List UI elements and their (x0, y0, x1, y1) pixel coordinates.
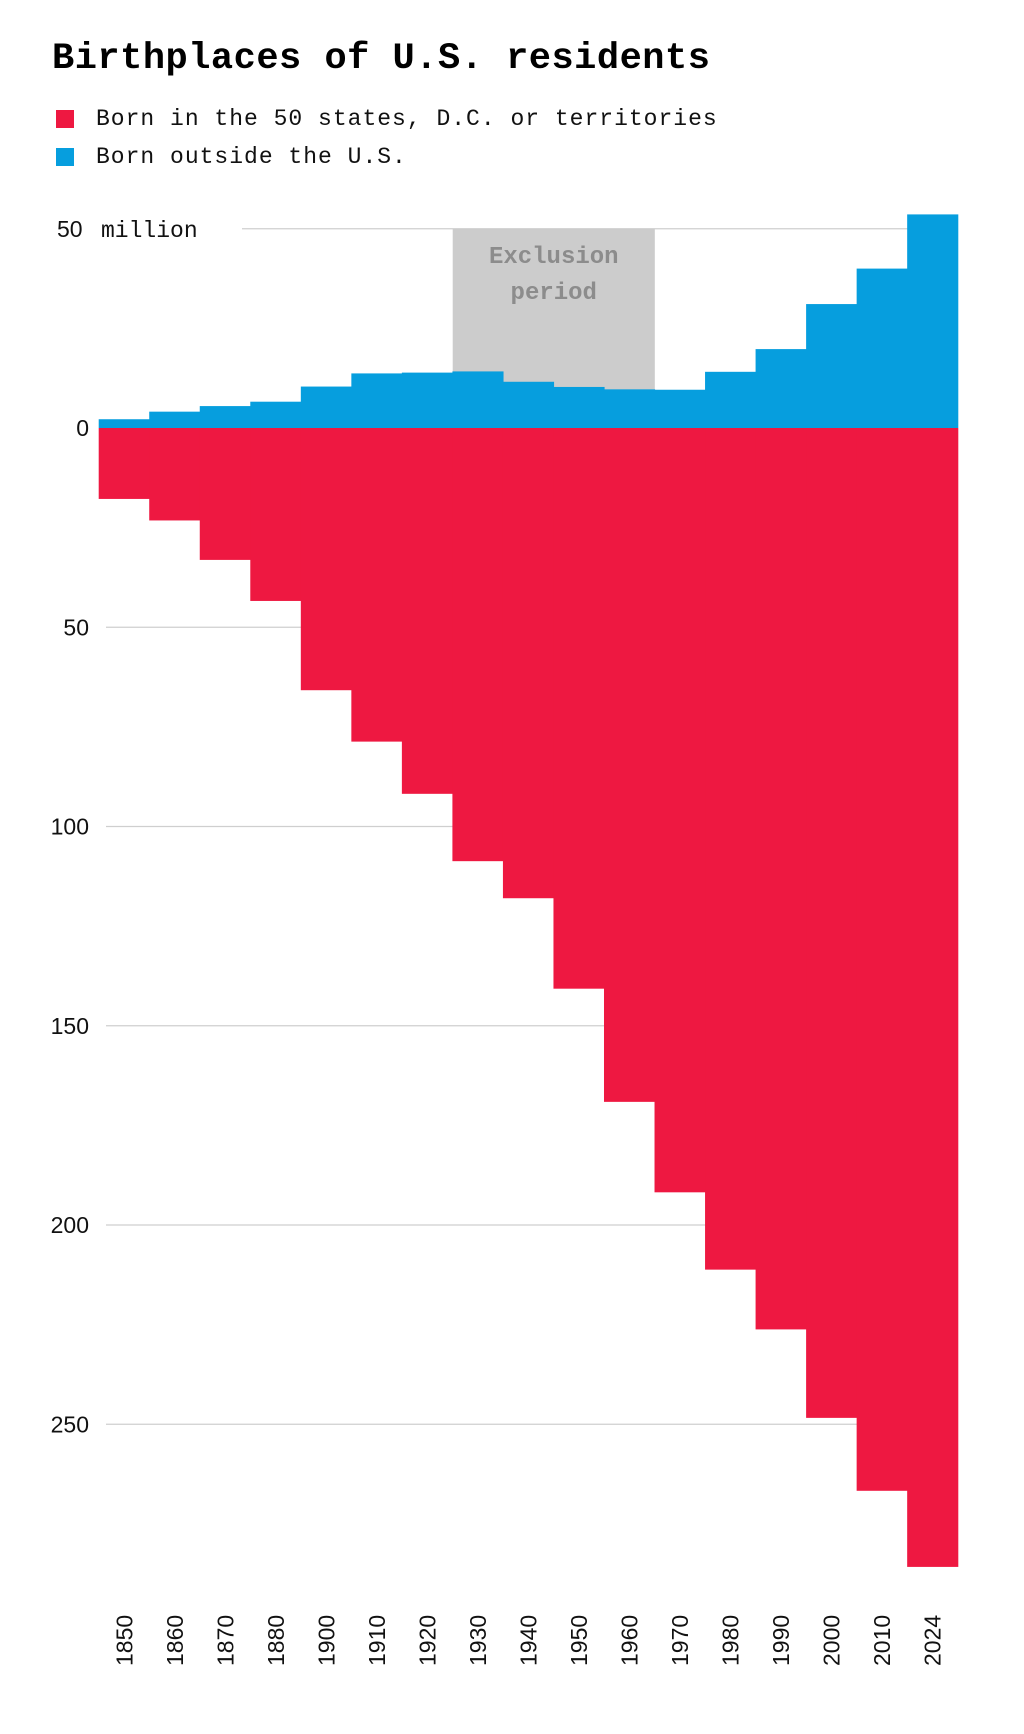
bar-foreign (603, 389, 656, 428)
legend-item-native: Born in the 50 states, D.C. or territori… (56, 106, 718, 132)
bar-foreign (250, 401, 302, 428)
bar-foreign (806, 304, 858, 428)
bar-native (98, 428, 150, 499)
x-tick-label: 1990 (768, 1615, 794, 1666)
exclusion-label: period (511, 280, 597, 307)
bar-foreign (755, 349, 807, 428)
bar-foreign (199, 406, 251, 428)
bar-native (250, 428, 302, 601)
bars (98, 214, 959, 1567)
bar-native (351, 428, 403, 742)
bar-native (806, 428, 858, 1418)
labels: 0 50 100 150 200 250 50 million 1850 1860 1870 1880… (51, 216, 946, 1666)
y-tick-label: 100 (51, 814, 89, 840)
bar-foreign (98, 419, 150, 428)
bar-native (199, 428, 251, 560)
bar-foreign (654, 389, 706, 428)
bar-native (705, 428, 757, 1270)
y-tick-label: 0 (76, 415, 89, 441)
x-tick-label: 1980 (718, 1615, 744, 1666)
x-tick-label: 2000 (819, 1615, 845, 1666)
exclusion-label: Exclusion (489, 244, 619, 271)
x-tick-label: 1860 (162, 1615, 188, 1666)
legend-label-foreign: Born outside the U.S. (96, 144, 407, 170)
x-tick-label: 2010 (869, 1615, 895, 1666)
y-tick-label: 150 (51, 1013, 89, 1039)
bar-native (149, 428, 201, 521)
x-tick-label: 1920 (414, 1615, 440, 1666)
x-tick-label: 1960 (617, 1615, 643, 1666)
bar-foreign (553, 386, 605, 428)
legend-swatch-native (56, 110, 74, 128)
y-tick-label: 50 (57, 216, 83, 242)
bar-native (502, 428, 555, 899)
bar-foreign (149, 411, 201, 428)
bar-native (603, 428, 656, 1102)
bar-native (856, 428, 908, 1491)
legend-label-native: Born in the 50 states, D.C. or territori… (96, 106, 718, 132)
bar-foreign (300, 386, 352, 428)
x-tick-label: 1870 (212, 1615, 238, 1666)
x-tick-label: 1970 (667, 1615, 693, 1666)
bar-foreign (401, 372, 454, 428)
chart-title: Birthplaces of U.S. residents (52, 38, 711, 80)
x-tick-label: 1940 (516, 1615, 542, 1666)
legend-swatch-foreign (56, 148, 74, 166)
bar-foreign (705, 371, 757, 428)
bar-foreign (351, 373, 403, 428)
x-tick-label: 1850 (111, 1615, 137, 1666)
bar-foreign (452, 371, 504, 428)
bar-foreign (907, 214, 959, 428)
y-tick-unit: million (101, 218, 198, 244)
x-tick-label: 1930 (465, 1615, 491, 1666)
bar-foreign (856, 268, 908, 428)
x-tick-label: 1900 (313, 1615, 339, 1666)
x-tick-label: 1950 (566, 1615, 592, 1666)
bar-native (907, 428, 959, 1567)
bar-native (654, 428, 706, 1193)
x-tick-label: 1910 (364, 1615, 390, 1666)
y-tick-label: 200 (51, 1212, 89, 1238)
bar-native (300, 428, 352, 691)
y-tick-label: 50 (63, 614, 89, 640)
y-tick-label: 250 (51, 1411, 89, 1437)
bar-native (401, 428, 454, 794)
x-tick-label: 1880 (263, 1615, 289, 1666)
x-tick-label: 2024 (920, 1615, 946, 1666)
bar-native (755, 428, 807, 1330)
legend-item-foreign: Born outside the U.S. (56, 144, 407, 170)
bar-foreign (502, 381, 555, 428)
bar-native (452, 428, 504, 862)
bar-native (553, 428, 605, 989)
